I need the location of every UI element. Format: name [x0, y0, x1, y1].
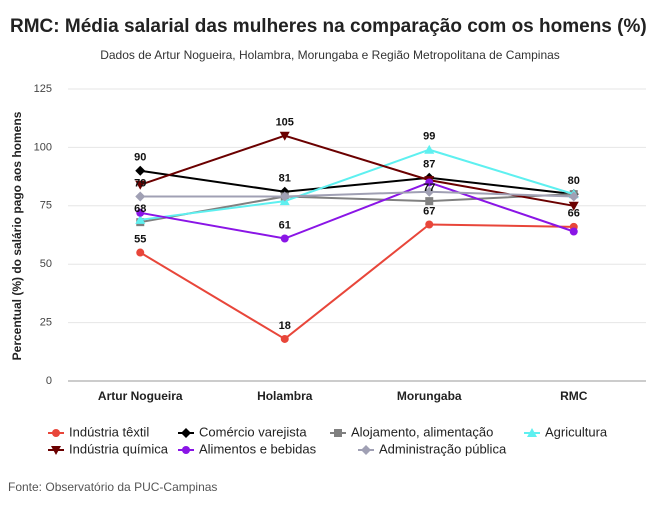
marker — [361, 445, 371, 455]
marker — [424, 186, 435, 197]
series-line — [140, 193, 574, 224]
y-tick-label: 25 — [40, 317, 52, 329]
marker — [135, 214, 146, 224]
legend-label: Alojamento, alimentação — [351, 424, 493, 439]
marker — [425, 197, 434, 206]
data-label: 55 — [134, 233, 146, 245]
marker — [425, 220, 434, 229]
data-label: 68 — [134, 203, 146, 215]
series-line — [140, 181, 575, 240]
marker — [280, 334, 289, 343]
series-line — [140, 169, 574, 196]
y-tick-label: 75 — [40, 200, 52, 212]
marker — [136, 248, 145, 257]
y-axis-label: Percentual (%) do salário pago aos homen… — [10, 111, 24, 360]
marker — [135, 191, 146, 202]
marker — [52, 429, 60, 437]
legend-label: Indústria têxtil — [69, 424, 149, 439]
chart-subtitle: Dados de Artur Nogueira, Holambra, Morun… — [100, 48, 560, 62]
series-line — [139, 134, 574, 207]
marker — [135, 165, 146, 176]
data-label: 61 — [279, 219, 291, 231]
data-label: 79 — [134, 177, 146, 189]
marker — [568, 191, 579, 202]
data-label: 105 — [276, 117, 294, 129]
chart-title: RMC: Média salarial das mulheres na comp… — [10, 16, 647, 37]
legend-label: Comércio varejista — [199, 424, 307, 439]
marker — [181, 428, 191, 438]
x-tick-label: RMC — [560, 389, 588, 403]
data-label: 99 — [423, 131, 435, 143]
data-label: 18 — [279, 320, 291, 332]
marker — [425, 178, 434, 187]
y-tick-label: 125 — [34, 83, 52, 95]
marker — [569, 227, 578, 236]
series-line — [140, 148, 575, 221]
data-label: 67 — [423, 205, 435, 217]
marker — [334, 429, 342, 437]
marker — [135, 180, 146, 190]
data-label: 80 — [568, 175, 580, 187]
series-line — [140, 190, 574, 198]
x-tick-label: Holambra — [257, 389, 313, 403]
y-tick-label: 0 — [46, 375, 52, 387]
marker — [527, 428, 537, 437]
y-tick-label: 50 — [40, 258, 52, 270]
legend-label: Agricultura — [545, 424, 608, 439]
marker — [568, 201, 579, 211]
marker — [136, 208, 145, 217]
x-tick-label: Artur Nogueira — [98, 389, 183, 403]
legend-label: Alimentos e bebidas — [199, 441, 317, 456]
data-label: 66 — [568, 208, 580, 220]
y-tick-label: 100 — [34, 141, 52, 153]
data-label: 87 — [423, 159, 435, 171]
marker — [51, 446, 61, 455]
legend-label: Administração pública — [379, 441, 507, 456]
x-tick-label: Morungaba — [397, 389, 462, 403]
marker — [280, 234, 289, 243]
marker — [424, 144, 435, 154]
data-label: 90 — [134, 152, 146, 164]
legend-label: Indústria química — [69, 441, 169, 456]
marker — [182, 446, 190, 454]
source: Fonte: Observatório da PUC-Campinas — [8, 480, 217, 494]
data-label: 81 — [279, 173, 291, 185]
marker — [279, 131, 290, 141]
data-label: 77 — [423, 182, 435, 194]
marker — [279, 191, 290, 202]
series-line — [139, 223, 574, 341]
